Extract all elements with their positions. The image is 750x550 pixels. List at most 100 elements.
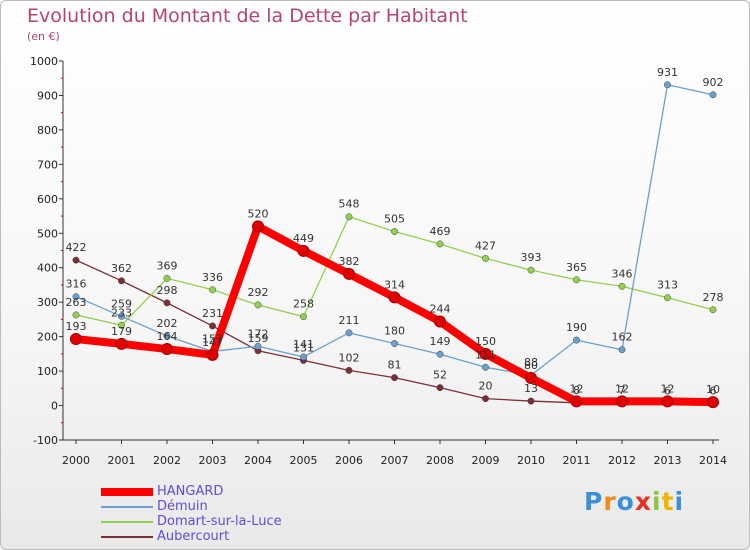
series-point-1 [391, 340, 398, 347]
data-label-1: 172 [248, 327, 269, 340]
data-label-1: 162 [612, 331, 633, 344]
data-label-0: 244 [430, 302, 451, 315]
data-label-1: 211 [339, 314, 360, 327]
series-point-0 [661, 395, 674, 408]
legend-swatch-aubercourt [101, 536, 153, 538]
data-label-0: 179 [111, 325, 132, 338]
data-label-1: 316 [66, 278, 87, 291]
data-label-0: 12 [661, 382, 675, 395]
data-label-0: 147 [202, 336, 223, 349]
x-tick-label: 2013 [654, 454, 682, 467]
series-point-0 [70, 333, 82, 346]
series-point-1 [254, 342, 262, 350]
y-tick-label: 700 [37, 158, 58, 171]
y-tick-label: 1000 [30, 55, 58, 68]
series-point-0 [434, 315, 446, 328]
data-label-3: 20 [479, 380, 493, 393]
series-point-3 [527, 397, 535, 405]
x-tick-label: 2000 [62, 454, 90, 467]
series-point-0 [343, 267, 355, 280]
data-label-2: 313 [657, 279, 678, 292]
proxiti-logo: Proxiti [584, 487, 685, 516]
data-label-0: 193 [66, 320, 87, 333]
data-label-2: 258 [293, 298, 314, 311]
data-label-3: 159 [248, 332, 269, 345]
data-label-1: 202 [157, 317, 178, 330]
data-label-1: 931 [657, 66, 678, 79]
series-point-0 [115, 337, 128, 350]
legend-item-domart: Domart-sur-la-Luce [101, 514, 361, 530]
series-point-3 [163, 299, 171, 307]
chart-title: Evolution du Montant de la Dette par Hab… [27, 5, 468, 27]
chart-legend: HANGARD Démuin Domart-sur-la-Luce Auberc… [101, 484, 361, 545]
y-tick-label: 300 [37, 296, 58, 309]
data-label-2: 548 [339, 198, 360, 211]
legend-item-demuin: Démuin [101, 499, 361, 515]
data-label-0: 150 [475, 335, 496, 348]
series-point-2 [618, 282, 626, 290]
series-point-0 [206, 348, 219, 361]
series-point-3 [345, 366, 353, 374]
data-label-2: 427 [475, 239, 496, 252]
y-tick-label: -100 [33, 434, 58, 447]
data-label-3: 13 [524, 382, 538, 395]
series-point-2 [436, 240, 444, 248]
series-point-1 [163, 332, 171, 340]
data-label-2: 292 [248, 286, 269, 299]
series-point-2 [118, 321, 125, 329]
data-label-3: 52 [433, 369, 447, 382]
series-point-2 [664, 294, 671, 302]
y-tick-label: 100 [37, 365, 58, 378]
y-tick-label: 500 [37, 227, 58, 240]
legend-label-domart: Domart-sur-la-Luce [157, 514, 282, 529]
data-label-2: 336 [202, 271, 223, 284]
data-label-3: 231 [202, 307, 223, 320]
x-tick-label: 2011 [563, 454, 591, 467]
legend-swatch-domart [101, 521, 153, 523]
data-label-3: 6 [710, 384, 717, 397]
series-point-0 [161, 343, 173, 356]
data-label-1: 259 [111, 297, 132, 310]
series-point-0 [570, 395, 583, 408]
series-point-1 [482, 363, 489, 371]
x-tick-label: 2003 [199, 454, 227, 467]
y-tick-label: 0 [51, 400, 58, 413]
series-point-1 [300, 353, 307, 361]
data-label-1: 180 [384, 325, 405, 338]
data-label-2: 469 [430, 225, 451, 238]
series-point-3 [118, 277, 125, 285]
series-point-1 [72, 293, 80, 301]
x-tick-label: 2001 [108, 454, 136, 467]
data-label-0: 80 [524, 359, 538, 372]
series-point-0 [616, 395, 628, 408]
data-label-2: 233 [111, 306, 132, 319]
x-tick-label: 2012 [608, 454, 636, 467]
legend-label-hangard: HANGARD [157, 484, 224, 499]
data-label-1: 149 [430, 335, 451, 348]
data-label-3: 362 [111, 262, 132, 275]
series-point-2 [527, 266, 535, 274]
x-tick-label: 2004 [244, 454, 272, 467]
y-tick-label: 900 [37, 89, 58, 102]
x-tick-label: 2008 [426, 454, 454, 467]
data-label-0: 12 [570, 382, 584, 395]
series-point-3 [72, 256, 80, 264]
series-point-3 [482, 395, 489, 403]
legend-swatch-hangard [101, 488, 153, 496]
legend-item-hangard: HANGARD [101, 484, 361, 500]
data-label-3: 298 [157, 284, 178, 297]
series-point-1 [664, 81, 671, 89]
series-point-0 [525, 371, 537, 384]
series-point-3 [391, 374, 398, 382]
series-point-1 [345, 329, 353, 337]
series-point-1 [618, 346, 626, 354]
data-label-3: 422 [66, 241, 87, 254]
legend-swatch-demuin [101, 506, 153, 508]
series-point-2 [573, 276, 580, 284]
legend-label-demuin: Démuin [157, 499, 208, 514]
data-label-2: 393 [521, 251, 542, 264]
data-label-0: 314 [384, 278, 405, 291]
series-point-1 [573, 336, 580, 344]
x-tick-label: 2014 [699, 454, 727, 467]
